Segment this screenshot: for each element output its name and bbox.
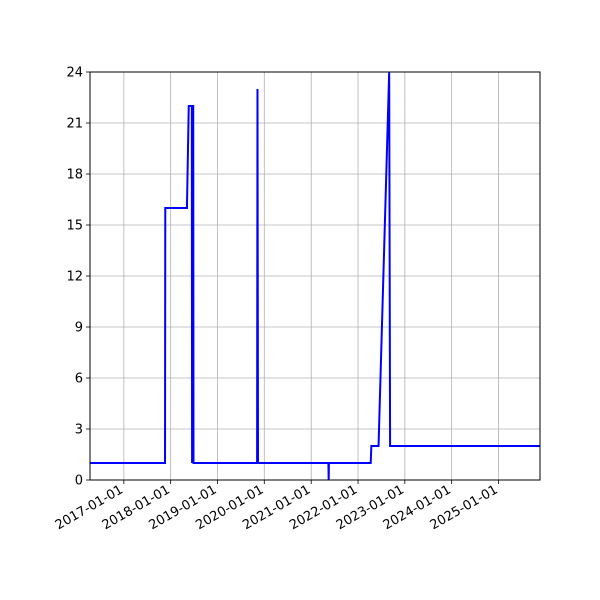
y-tick-label: 6 [75, 372, 83, 387]
y-tick-label: 3 [75, 423, 83, 438]
y-tick-label: 12 [66, 270, 83, 285]
grid-lines [90, 71, 540, 481]
x-axis-ticks: 2017-01-012018-01-012019-01-012020-01-01… [53, 480, 501, 533]
y-tick-label: 0 [75, 474, 83, 489]
y-tick-label: 18 [66, 168, 83, 183]
plot-frame [89, 71, 541, 481]
y-tick-label: 9 [75, 321, 83, 336]
series-layer [90, 71, 540, 481]
series-line-0 [90, 71, 540, 481]
y-tick-label: 21 [66, 117, 83, 132]
y-axis-ticks: 0 3 6 9 12 15 18 21 24 [66, 66, 90, 489]
y-tick-label: 15 [66, 219, 83, 234]
y-tick-label: 24 [66, 66, 83, 81]
